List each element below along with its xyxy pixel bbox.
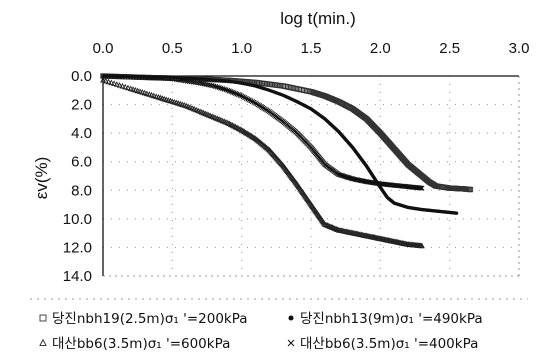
data-point [321, 221, 328, 227]
data-point [418, 185, 424, 191]
series-x [100, 73, 425, 191]
series-triangle [100, 76, 425, 249]
x-axis-label: log t(min.) [280, 9, 356, 28]
data-point [325, 222, 332, 229]
data-point [333, 225, 340, 232]
data-point [234, 91, 240, 97]
data-point [418, 242, 425, 249]
data-point [113, 81, 120, 87]
legend-label: 대산bb6(3.5m)σ₁ '=600kPa [52, 336, 230, 352]
data-point [329, 224, 336, 230]
y-tick-label: 10.0 [63, 211, 92, 228]
y-axis-label: εv(%) [32, 157, 51, 200]
plot-frame [102, 75, 520, 277]
data-point [467, 186, 474, 193]
legend-item: 대산bb6(3.5m)σ₁ '=600kPa [39, 336, 230, 352]
y-tick-label: 14.0 [63, 268, 92, 285]
data-point [229, 89, 235, 95]
data-point [330, 224, 337, 231]
data-point [119, 82, 126, 89]
legend-item: 당진nbh19(2.5m)σ₁ '=200kPa [39, 311, 248, 327]
data-point [226, 88, 232, 94]
x-tick-label: 0.0 [93, 40, 114, 57]
x-tick-label: 1.0 [231, 40, 252, 57]
y-tick-label: 12.0 [63, 239, 92, 256]
legend-label: 당진nbh13(9m)σ₁ '=490kPa [300, 311, 483, 327]
x-tick-label: 1.5 [301, 40, 322, 57]
data-point [454, 211, 459, 215]
data-point [108, 79, 115, 86]
y-tick-label: 0.0 [71, 68, 92, 85]
x-tick-label: 2.0 [370, 40, 391, 57]
data-point [431, 182, 437, 188]
data-point [231, 90, 237, 96]
data-point [236, 92, 242, 98]
data-point [328, 223, 335, 230]
legend-item: 대산bb6(3.5m)σ₁ '=400kPa [287, 336, 478, 352]
legend-label: 대산bb6(3.5m)σ₁ '=400kPa [300, 336, 478, 352]
y-tick-label: 2.0 [71, 97, 92, 114]
x-tick-label: 0.5 [162, 40, 183, 57]
x-tick-labels: 0.0 0.5 1.0 1.5 2.0 2.5 3.0 [93, 40, 530, 57]
data-point [326, 223, 333, 229]
series-layer [100, 73, 474, 249]
y-tick-label: 6.0 [71, 154, 92, 171]
data-point [105, 78, 112, 85]
data-point [237, 92, 243, 98]
legend-marker [288, 315, 294, 321]
data-point [332, 225, 338, 231]
legend-marker [287, 339, 295, 347]
data-point [334, 226, 341, 232]
y-tick-labels: 0.0 2.0 4.0 6.0 8.0 10.0 12.0 14.0 [63, 68, 92, 285]
data-point [225, 87, 231, 93]
y-tick-label: 4.0 [71, 125, 92, 142]
data-point [116, 82, 123, 88]
data-point [419, 185, 425, 191]
data-point [102, 77, 109, 84]
y-tick-label: 8.0 [71, 182, 92, 199]
x-tick-label: 3.0 [509, 40, 530, 57]
legend-marker [39, 338, 47, 346]
x-tick-label: 2.5 [439, 40, 460, 57]
data-point [232, 90, 239, 97]
data-point [100, 76, 106, 83]
legend-item: 당진nbh13(9m)σ₁ '=490kPa [288, 311, 483, 327]
data-point [111, 80, 118, 86]
legend-marker [39, 314, 47, 322]
data-point [324, 222, 331, 228]
data-point [122, 83, 129, 90]
grid-lines [103, 76, 519, 276]
data-point [323, 221, 330, 228]
data-point [125, 84, 131, 91]
data-point [228, 89, 234, 95]
legend-label: 당진nbh19(2.5m)σ₁ '=200kPa [52, 311, 248, 327]
legend: 당진nbh19(2.5m)σ₁ '=200kPa 당진nbh13(9m)σ₁ '=… [30, 298, 528, 352]
